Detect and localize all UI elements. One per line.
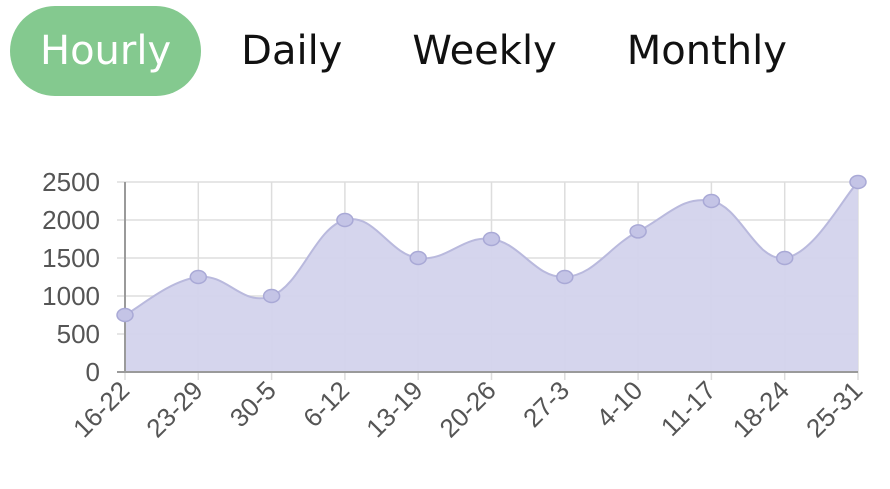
x-tick-label: 25-31 (800, 375, 868, 443)
data-point (849, 174, 867, 190)
series-points (116, 174, 867, 323)
tab-monthly[interactable]: Monthly (626, 28, 787, 74)
data-point (409, 250, 427, 266)
y-axis-tick-labels: 0 500 1000 1500 2000 2500 (42, 167, 100, 387)
y-tick-label: 1000 (42, 281, 100, 311)
data-point (189, 269, 208, 285)
data-point (775, 250, 794, 266)
tab-hourly[interactable]: Hourly (10, 6, 202, 96)
data-point (336, 212, 354, 228)
x-tick-label: 30-5 (224, 375, 282, 433)
x-tick-label: 11-17 (655, 375, 722, 442)
y-tick-label: 0 (86, 357, 100, 387)
y-tick-label: 2000 (42, 205, 100, 235)
x-tick-label: 6-12 (297, 375, 355, 433)
x-axis-tick-labels: 16-22 23-29 30-5 6-12 13-19 20-26 27-3 4-10 11-1… (67, 375, 868, 443)
tab-daily[interactable]: Daily (241, 28, 343, 74)
x-tick-label: 20-26 (434, 375, 502, 443)
x-tick-label: 16-22 (67, 375, 135, 443)
tab-weekly[interactable]: Weekly (412, 28, 557, 74)
chart-axes (117, 182, 858, 373)
data-point (116, 307, 134, 323)
y-tick-label: 1500 (42, 243, 100, 273)
y-tick-label: 500 (57, 319, 100, 349)
series-area (125, 182, 858, 372)
x-tick-label: 23-29 (140, 375, 208, 443)
data-point (262, 288, 281, 304)
data-point (702, 193, 721, 209)
x-tick-label: 13-19 (360, 375, 428, 443)
data-point (629, 224, 647, 239)
y-tick-label: 2500 (42, 167, 100, 197)
x-tick-label: 18-24 (727, 375, 795, 443)
x-tick-label: 27-3 (517, 375, 575, 433)
period-tabs: Hourly Daily Weekly Monthly (10, 6, 787, 96)
data-point (556, 269, 574, 285)
x-tick-label: 4-10 (590, 375, 648, 433)
data-point (482, 231, 501, 247)
